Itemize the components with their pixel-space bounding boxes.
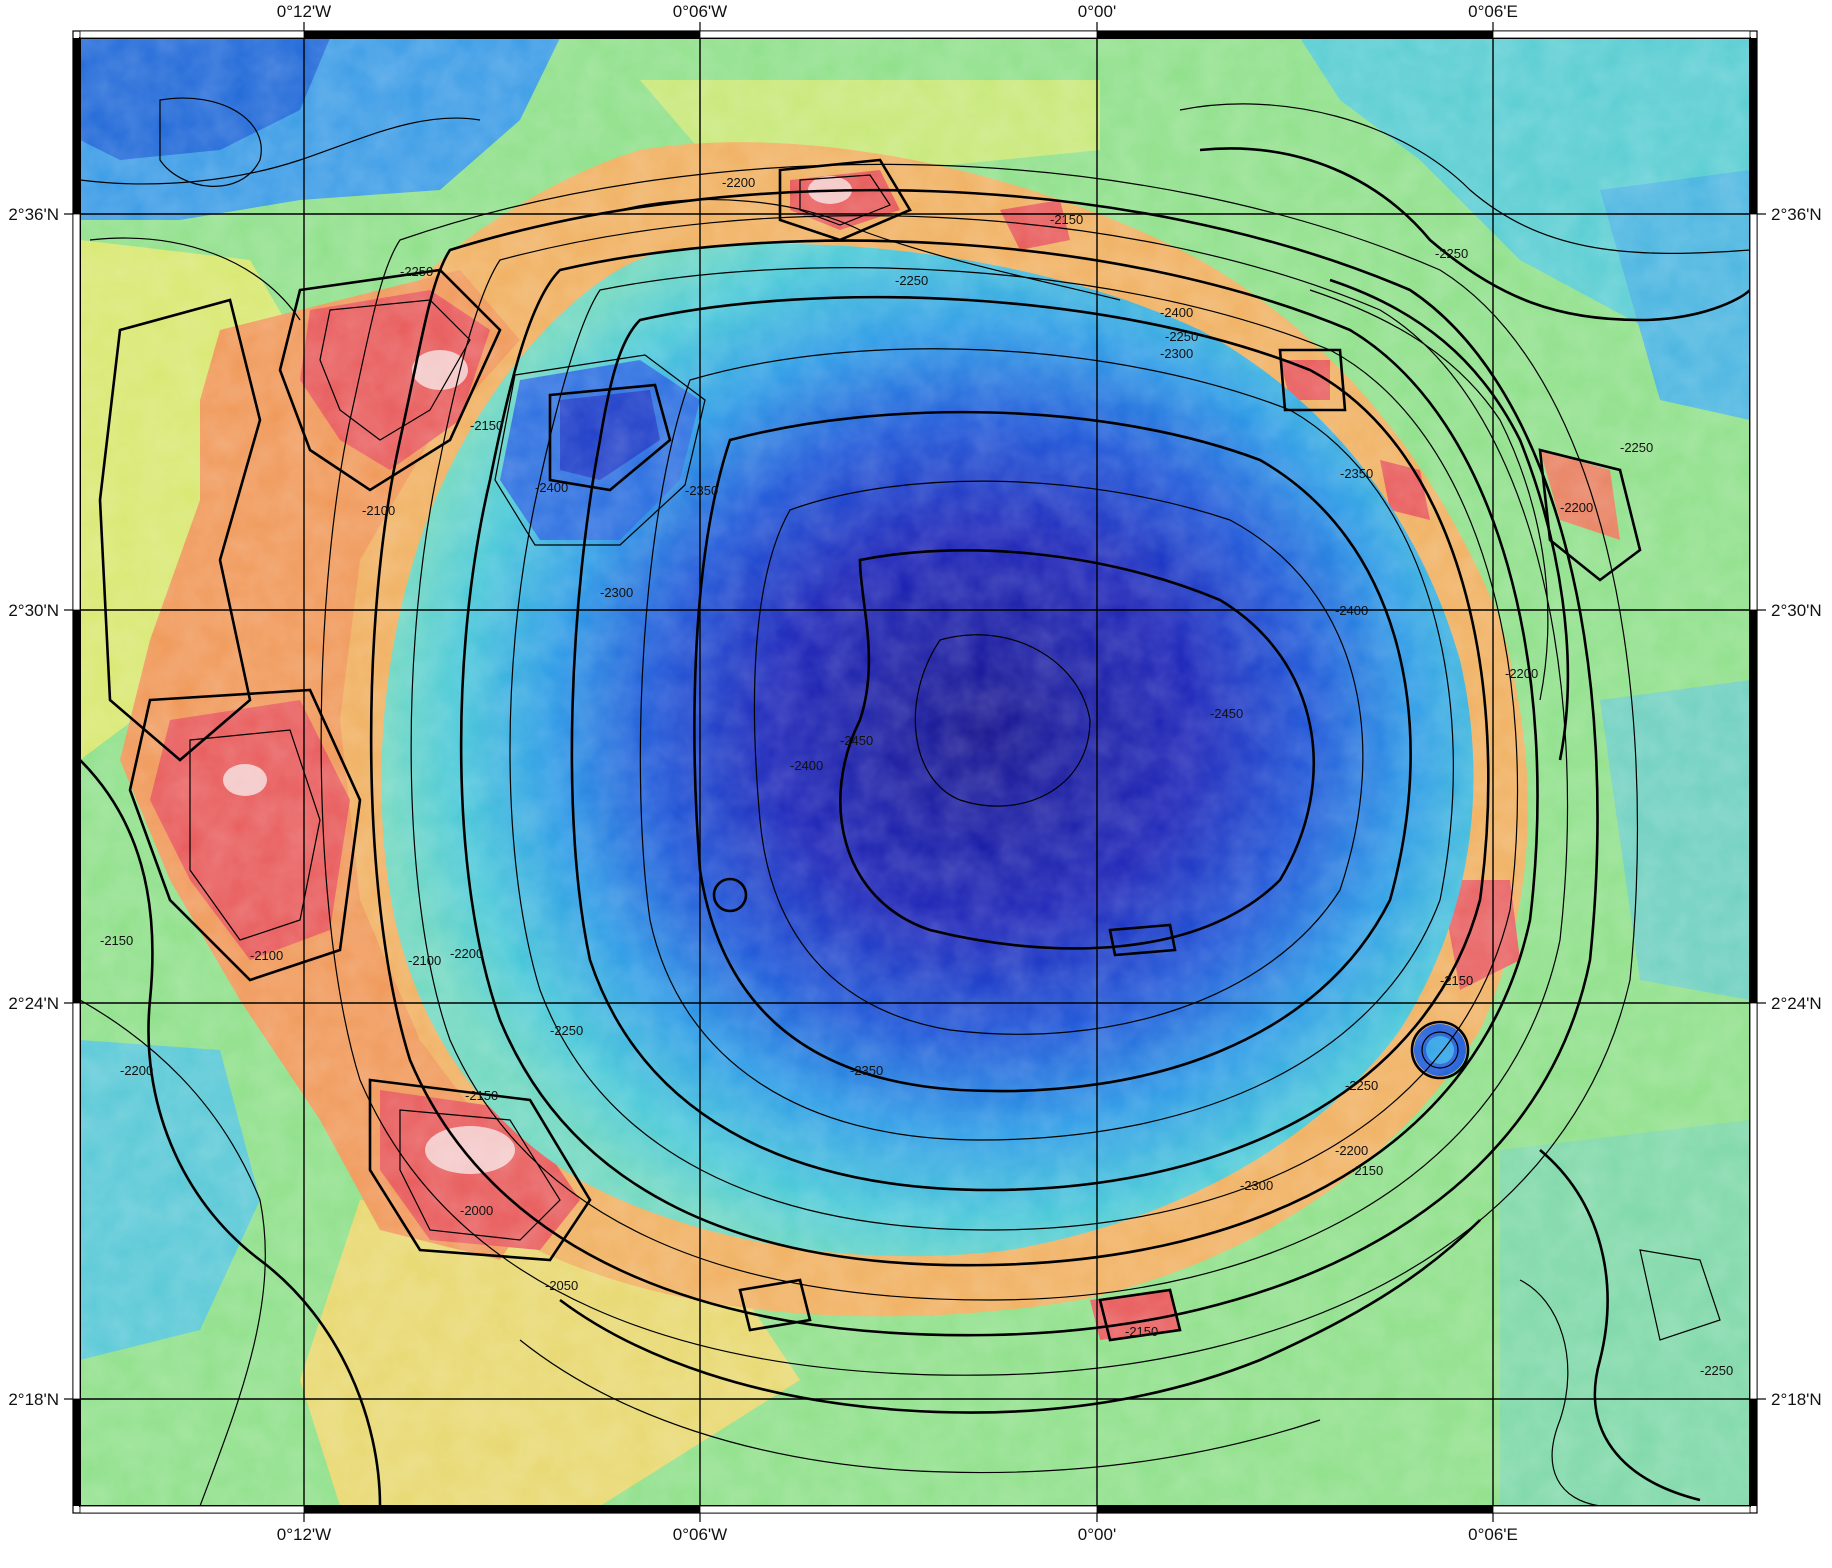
contour-label: -2400 (1160, 305, 1193, 320)
contour-label: -2250 (550, 1023, 583, 1038)
contour-label: -2300 (1240, 1178, 1273, 1193)
contour-label: -2200 (1505, 666, 1538, 681)
contour-label: -2250 (400, 264, 433, 279)
contour-label: -2000 (460, 1203, 493, 1218)
contour-label: -2350 (1340, 466, 1373, 481)
top-lon-label: 0°00' (1078, 2, 1116, 21)
left-latitude-labels: 2°36'N 2°30'N 2°24'N 2°18'N (8, 205, 59, 1409)
contour-labels: -2200 -2150 -2250 -2250 -2250 -2400 -225… (100, 175, 1733, 1378)
elevation-raster: -2200 -2150 -2250 -2250 -2250 -2400 -225… (80, 38, 1750, 1506)
contour-label: -2100 (362, 503, 395, 518)
right-lat-label: 2°36'N (1771, 205, 1822, 224)
map-frame (64, 22, 1766, 1522)
contour-label: -2300 (1160, 346, 1193, 361)
contour-label: -2250 (1165, 329, 1198, 344)
bottom-longitude-labels: 0°12'W 0°06'W 0°00' 0°06'E (277, 1525, 1518, 1544)
bottom-lon-label: 0°06'W (673, 1525, 727, 1544)
right-lat-label: 2°30'N (1771, 601, 1822, 620)
right-lat-label: 2°24'N (1771, 994, 1822, 1013)
contour-label: -2150 (100, 933, 133, 948)
contour-label: -2200 (1560, 500, 1593, 515)
contour-label: -2150 (470, 418, 503, 433)
left-lat-label: 2°18'N (8, 1390, 59, 1409)
left-lat-label: 2°24'N (8, 994, 59, 1013)
top-lon-label: 0°12'W (277, 2, 331, 21)
contour-label: -2200 (722, 175, 755, 190)
contour-label: -2200 (120, 1063, 153, 1078)
contour-label: -2150 (1050, 212, 1083, 227)
top-longitude-labels: 0°12'W 0°06'W 0°00' 0°06'E (277, 2, 1518, 21)
contour-label: -2300 (600, 585, 633, 600)
bottom-lon-label: 0°06'E (1468, 1525, 1518, 1544)
contour-label: -2100 (408, 953, 441, 968)
contour-label: -2200 (450, 946, 483, 961)
contour-label: -2250 (895, 273, 928, 288)
contour-label: -2100 (250, 948, 283, 963)
left-lat-label: 2°30'N (8, 601, 59, 620)
contour-label: -2150 (465, 1088, 498, 1103)
contour-label: -2350 (850, 1063, 883, 1078)
left-lat-label: 2°36'N (8, 205, 59, 224)
right-latitude-labels: 2°36'N 2°30'N 2°24'N 2°18'N (1771, 205, 1822, 1409)
contour-label: -2250 (1345, 1078, 1378, 1093)
contour-label: -2050 (545, 1278, 578, 1293)
contour-label: -2150 (1125, 1324, 1158, 1339)
contour-label: -2400 (535, 480, 568, 495)
contour-lines (80, 97, 1750, 1506)
graticule (80, 38, 1750, 1506)
contour-label: -2250 (1435, 246, 1468, 261)
bottom-lon-label: 0°00' (1078, 1525, 1116, 1544)
bottom-lon-label: 0°12'W (277, 1525, 331, 1544)
contour-label: -2250 (1620, 440, 1653, 455)
top-lon-label: 0°06'W (673, 2, 727, 21)
right-lat-label: 2°18'N (1771, 1390, 1822, 1409)
contour-label: -2150 (1440, 973, 1473, 988)
contour-label: -2400 (790, 758, 823, 773)
contour-label: -2450 (840, 733, 873, 748)
contour-label: -2250 (1700, 1363, 1733, 1378)
contour-label: -2200 (1335, 1143, 1368, 1158)
contour-label: -2150 (1350, 1163, 1383, 1178)
contour-label: -2350 (685, 483, 718, 498)
contour-label: -2450 (1210, 706, 1243, 721)
top-lon-label: 0°06'E (1468, 2, 1518, 21)
